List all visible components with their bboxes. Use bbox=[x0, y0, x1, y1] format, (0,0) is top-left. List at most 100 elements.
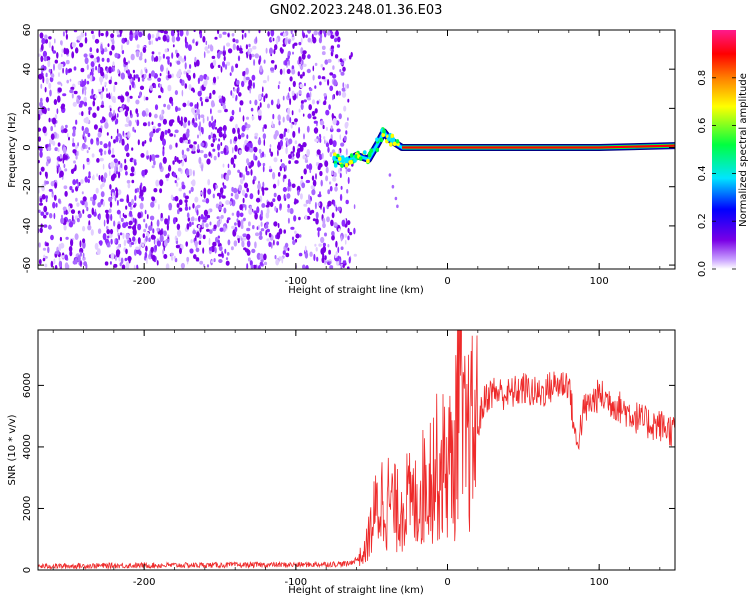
noise-speck bbox=[199, 150, 204, 154]
noise-speck bbox=[57, 81, 62, 85]
noise-speck bbox=[254, 132, 259, 137]
noise-speck bbox=[307, 207, 311, 213]
noise-speck bbox=[249, 53, 252, 60]
noise-speck bbox=[289, 117, 292, 123]
noise-speck bbox=[217, 109, 222, 113]
noise-speck bbox=[151, 34, 155, 39]
noise-speck bbox=[135, 246, 140, 250]
y-tick-label: 2000 bbox=[22, 496, 33, 521]
noise-speck bbox=[47, 146, 52, 151]
noise-speck bbox=[285, 147, 288, 155]
noise-speck bbox=[262, 133, 267, 140]
noise-speck bbox=[212, 193, 215, 199]
noise-speck bbox=[277, 149, 279, 157]
noise-speck bbox=[347, 266, 350, 269]
noise-speck bbox=[340, 62, 344, 66]
noise-speck bbox=[100, 191, 105, 198]
noise-speck bbox=[60, 40, 63, 46]
noise-speck bbox=[222, 49, 226, 57]
noise-speck bbox=[188, 190, 191, 194]
noise-speck bbox=[208, 151, 212, 157]
noise-speck bbox=[252, 225, 255, 230]
noise-speck bbox=[187, 100, 190, 107]
noise-speck bbox=[123, 57, 126, 65]
noise-speck bbox=[237, 127, 240, 135]
noise-speck bbox=[340, 266, 343, 269]
noise-speck bbox=[312, 74, 315, 81]
noise-speck bbox=[141, 77, 145, 82]
noise-speck bbox=[186, 128, 190, 135]
noise-speck bbox=[294, 140, 298, 145]
noise-speck bbox=[223, 45, 226, 52]
noise-speck bbox=[241, 30, 245, 34]
noise-speck bbox=[140, 153, 145, 158]
noise-speck bbox=[266, 228, 271, 233]
noise-speck bbox=[327, 189, 331, 195]
noise-speck bbox=[218, 98, 223, 104]
noise-speck bbox=[71, 214, 74, 222]
noise-speck bbox=[272, 37, 275, 42]
noise-speck bbox=[83, 136, 87, 143]
y-tick-label: -40 bbox=[22, 218, 33, 234]
noise-speck bbox=[143, 218, 146, 223]
noise-speck bbox=[109, 108, 112, 112]
noise-speck bbox=[143, 73, 147, 79]
noise-speck bbox=[70, 209, 76, 215]
noise-speck bbox=[110, 174, 115, 182]
noise-speck bbox=[245, 165, 248, 173]
noise-speck bbox=[92, 112, 97, 118]
noise-speck bbox=[283, 67, 285, 75]
noise-speck bbox=[136, 264, 139, 269]
noise-speck bbox=[174, 155, 177, 163]
noise-speck bbox=[287, 208, 291, 213]
noise-speck bbox=[44, 263, 48, 268]
noise-speck bbox=[137, 77, 140, 82]
noise-speck bbox=[76, 95, 81, 100]
noise-speck bbox=[308, 163, 313, 171]
noise-speck bbox=[284, 242, 289, 248]
noise-speck bbox=[70, 239, 74, 247]
noise-speck bbox=[295, 151, 301, 159]
noise-speck bbox=[97, 202, 102, 208]
noise-speck bbox=[103, 143, 108, 149]
noise-speck bbox=[148, 225, 153, 232]
noise-speck bbox=[187, 217, 190, 222]
noise-speck bbox=[239, 50, 244, 54]
track-trail-dot bbox=[394, 196, 398, 201]
noise-speck bbox=[277, 114, 281, 121]
noise-speck bbox=[287, 247, 290, 252]
noise-speck bbox=[153, 160, 156, 166]
noise-speck bbox=[347, 220, 351, 226]
noise-speck bbox=[254, 53, 259, 59]
noise-speck bbox=[111, 39, 115, 46]
noise-speck bbox=[353, 204, 356, 210]
noise-speck bbox=[318, 37, 322, 44]
noise-speck bbox=[192, 89, 195, 93]
noise-speck bbox=[327, 146, 330, 153]
noise-speck bbox=[209, 221, 212, 226]
x-tick-label: -100 bbox=[284, 577, 307, 588]
noise-speck bbox=[79, 251, 82, 257]
noise-speck bbox=[187, 74, 191, 81]
noise-speck bbox=[253, 59, 256, 66]
noise-speck bbox=[194, 240, 199, 246]
noise-speck bbox=[64, 168, 68, 172]
noise-speck bbox=[92, 193, 97, 201]
noise-speck bbox=[163, 254, 168, 259]
noise-speck bbox=[298, 143, 301, 147]
noise-speck bbox=[148, 73, 152, 79]
noise-speck bbox=[273, 239, 275, 246]
noise-speck bbox=[157, 77, 162, 83]
noise-speck bbox=[286, 193, 291, 199]
noise-speck bbox=[156, 240, 161, 247]
noise-speck bbox=[178, 199, 183, 206]
noise-speck bbox=[54, 38, 56, 44]
noise-speck bbox=[212, 76, 217, 84]
noise-speck bbox=[88, 106, 92, 111]
noise-speck bbox=[242, 217, 246, 222]
noise-speck bbox=[163, 30, 168, 34]
noise-speck bbox=[174, 180, 177, 184]
noise-speck bbox=[221, 195, 226, 199]
noise-speck bbox=[190, 186, 194, 192]
